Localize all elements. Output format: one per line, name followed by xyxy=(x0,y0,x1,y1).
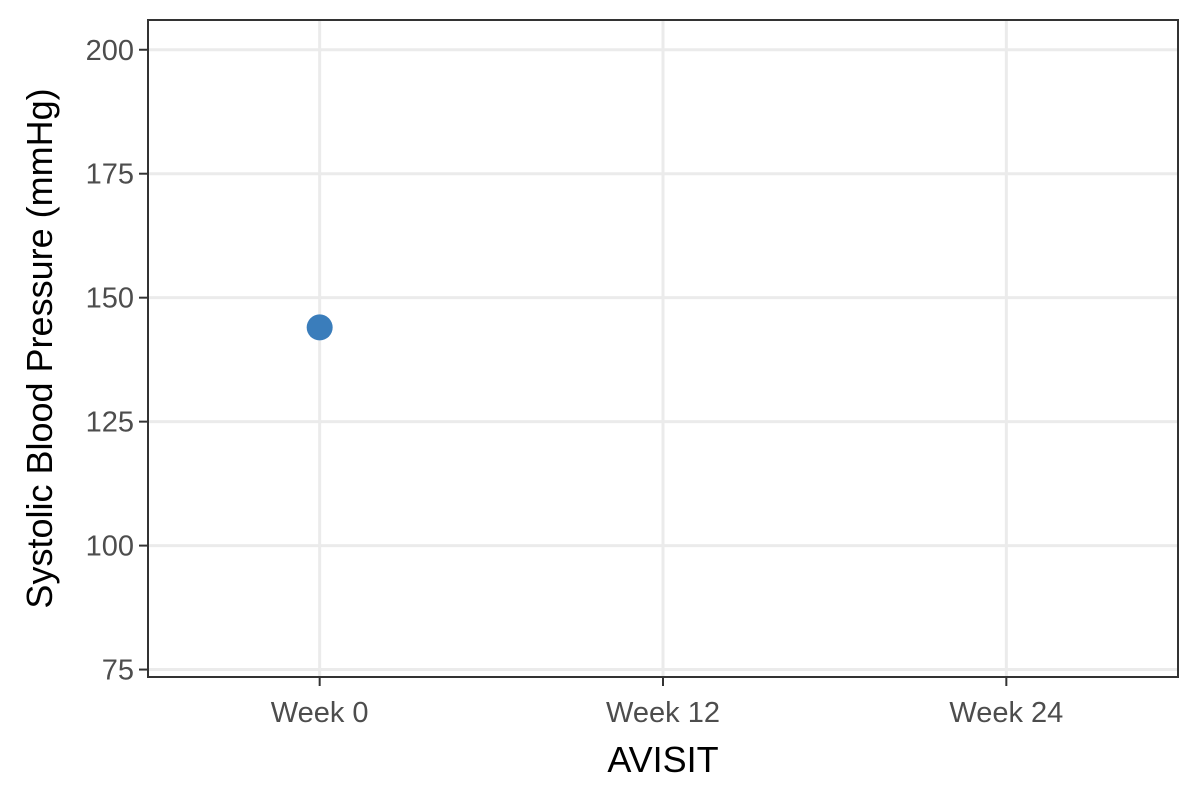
y-tick-label: 200 xyxy=(86,35,134,67)
x-tick-label: Week 24 xyxy=(949,697,1063,729)
data-point xyxy=(306,314,333,341)
x-axis-title: AVISIT xyxy=(607,739,718,780)
y-tick-label: 125 xyxy=(86,407,134,439)
y-tick-label: 150 xyxy=(86,283,134,315)
points-layer xyxy=(306,314,333,341)
y-axis-title: Systolic Blood Pressure (mmHg) xyxy=(19,88,60,608)
grid-layer xyxy=(148,20,1178,677)
y-tick-label: 175 xyxy=(86,159,134,191)
y-axis: 75 100 125 150 175 200 xyxy=(86,35,148,687)
y-tick-label: 100 xyxy=(86,531,134,563)
y-tick-label: 75 xyxy=(102,655,134,687)
x-axis: Week 0 Week 12 Week 24 xyxy=(271,677,1063,729)
x-tick-label: Week 12 xyxy=(606,697,720,729)
x-tick-label: Week 0 xyxy=(271,697,369,729)
